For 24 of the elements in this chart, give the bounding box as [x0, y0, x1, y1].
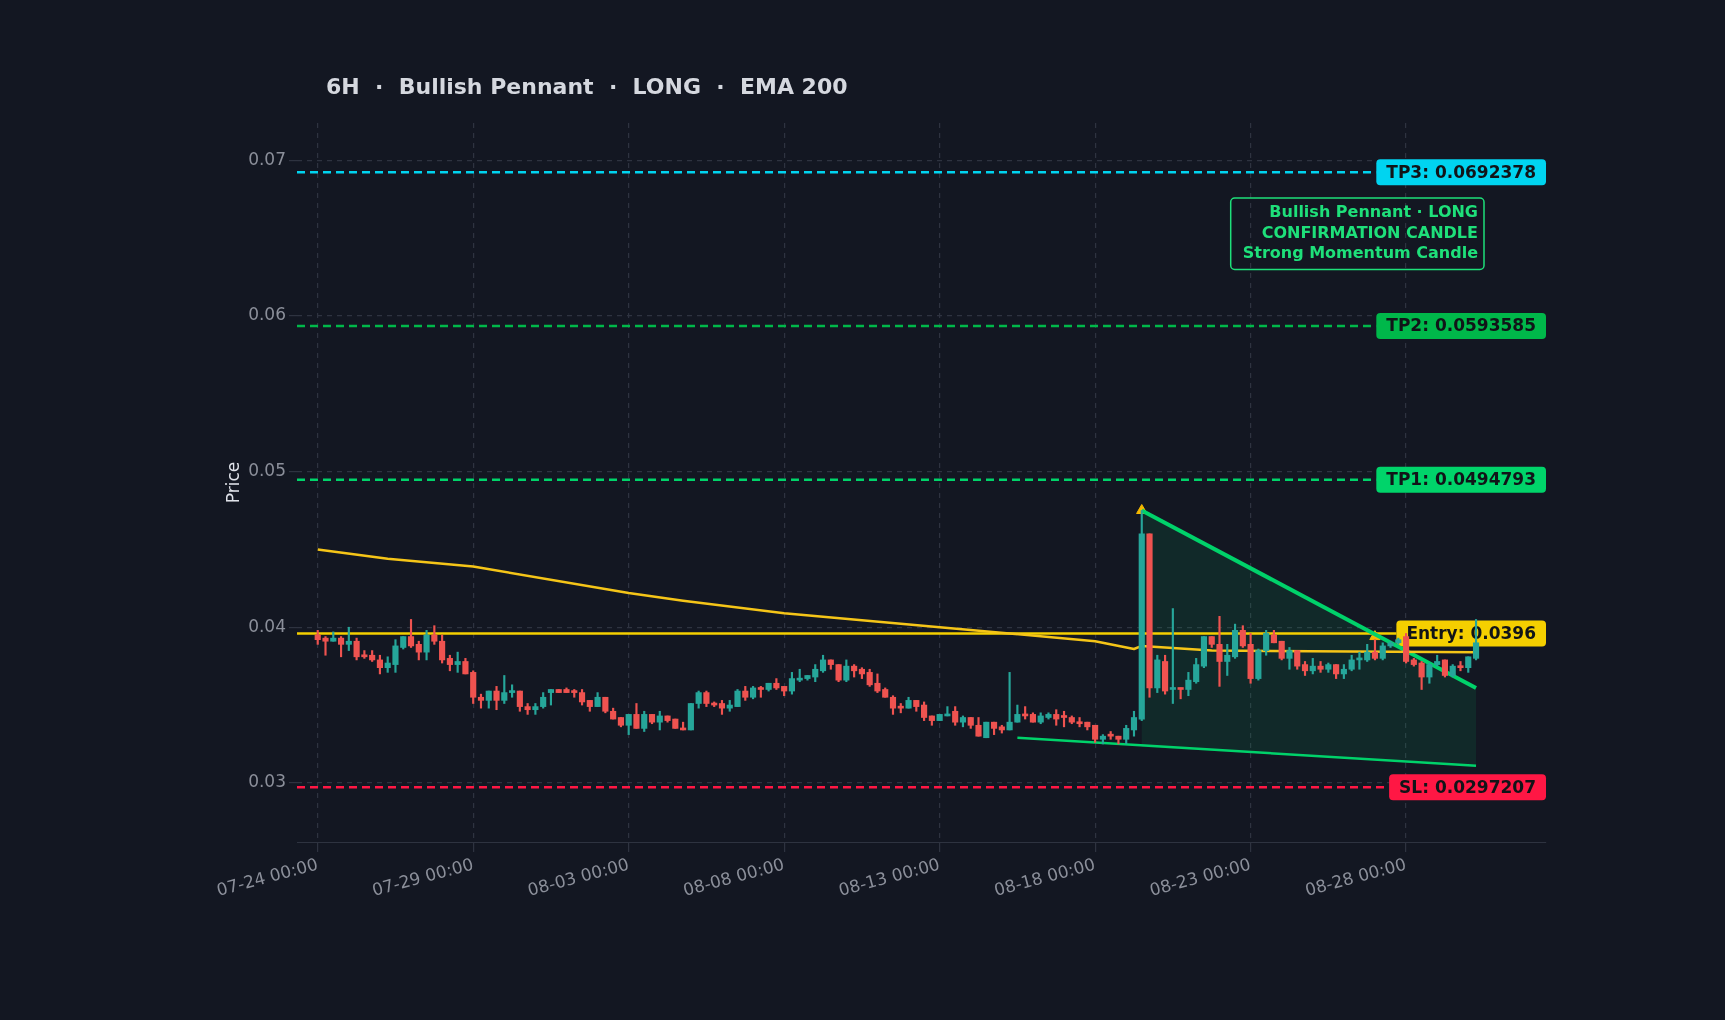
x-tick-label: 08-03 00:00	[525, 853, 631, 900]
annotation: CONFIRMATION CANDLE	[1261, 222, 1478, 242]
x-tick-label: 07-24 00:00	[214, 853, 320, 900]
ref-line-label: SL: 0.0297207	[1399, 776, 1537, 797]
ref-line-label: TP2: 0.0593585	[1386, 315, 1537, 336]
chart-title: 6H · Bullish Pennant · LONG · EMA 200	[326, 74, 848, 99]
annotation: Bullish Pennant · LONG	[1269, 202, 1478, 222]
x-tick-label: 07-29 00:00	[369, 853, 476, 900]
ref-line-label: TP3: 0.0692378	[1386, 161, 1537, 182]
x-tick-label: 08-23 00:00	[1147, 853, 1253, 900]
y-tick-label: 0.03	[248, 771, 286, 792]
annotation: Strong Momentum Candle	[1242, 243, 1479, 263]
candlestick	[983, 721, 990, 739]
y-tick-label: 0.07	[248, 148, 286, 169]
y-tick-label: 0.05	[248, 460, 286, 481]
y-axis-title: Price	[222, 461, 243, 504]
x-tick-label: 08-08 00:00	[680, 853, 787, 900]
ref-line-label: TP1: 0.0494793	[1386, 469, 1537, 490]
candlestick	[687, 703, 694, 731]
y-tick-label: 0.06	[248, 304, 286, 325]
x-tick-label: 08-18 00:00	[991, 853, 1098, 900]
x-tick-label: 08-28 00:00	[1302, 853, 1409, 900]
y-tick-label: 0.04	[248, 615, 286, 636]
x-tick-label: 08-13 00:00	[836, 853, 942, 900]
